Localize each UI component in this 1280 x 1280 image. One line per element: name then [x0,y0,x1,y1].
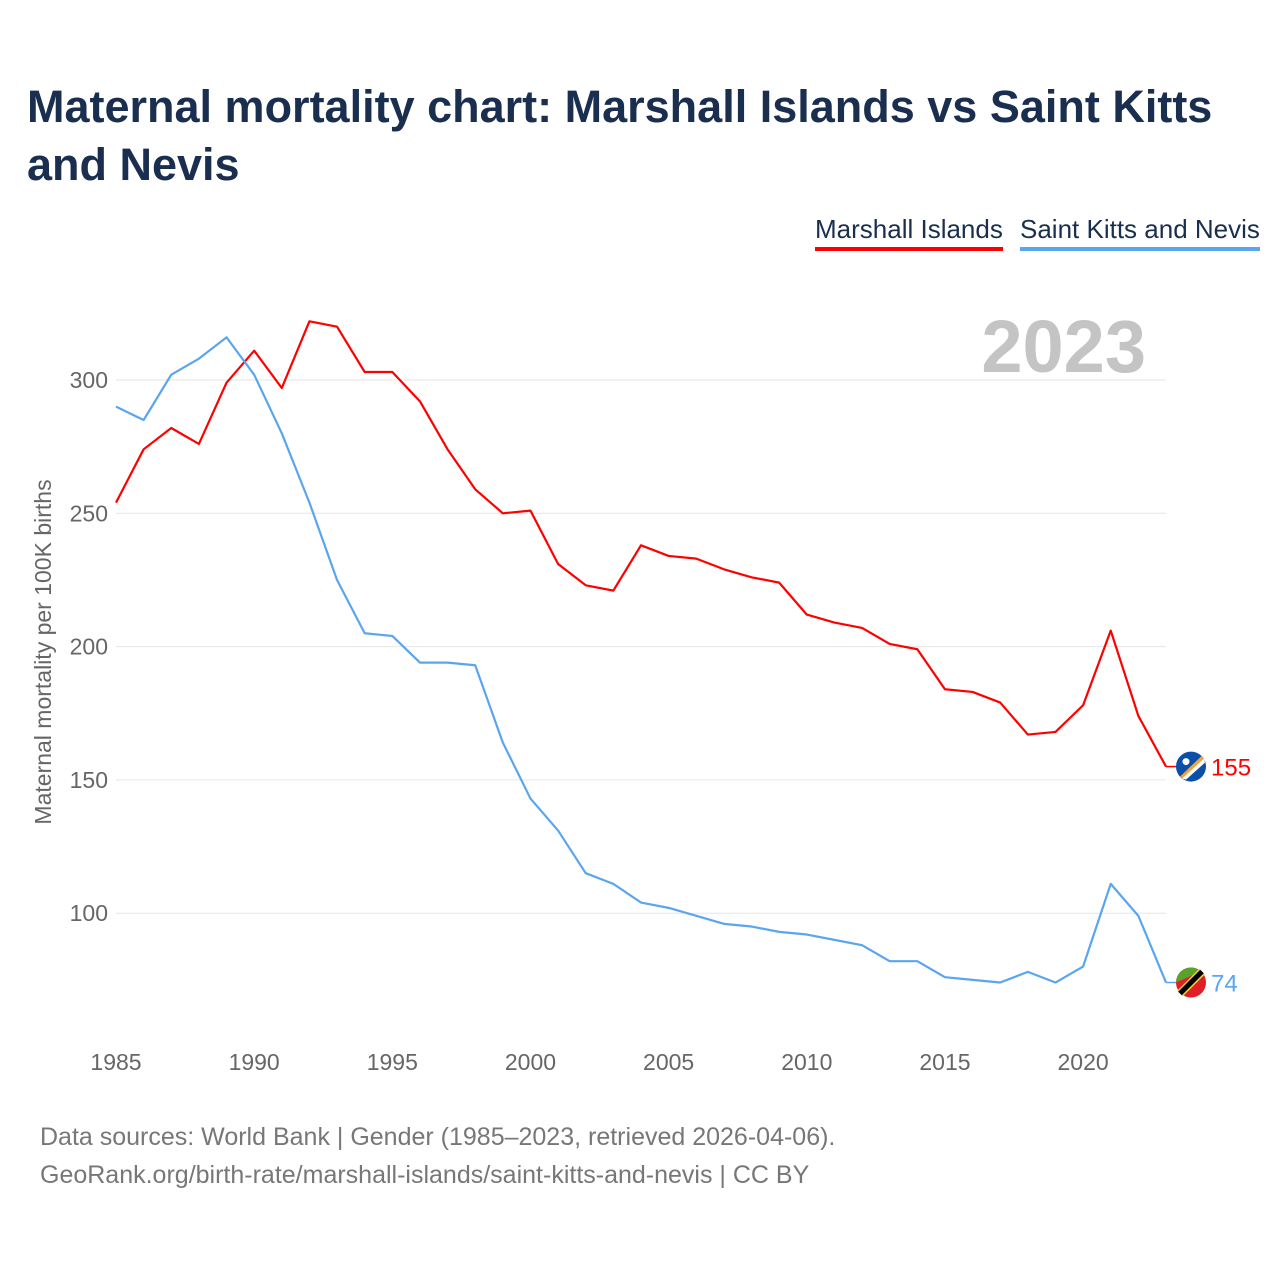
y-tick-label: 300 [70,367,108,393]
y-tick-label: 100 [70,900,108,926]
flag-star [1182,758,1190,766]
x-tick-label: 2015 [919,1049,970,1075]
attribution-text: GeoRank.org/birth-rate/marshall-islands/… [40,1161,810,1189]
end-value-label: 155 [1211,755,1251,782]
flag-band [1178,969,1204,996]
x-tick-label: 1985 [90,1049,141,1075]
y-tick-label: 250 [70,500,108,526]
flag-stripe [1180,755,1204,779]
y-tick-label: 200 [70,634,108,660]
x-tick-label: 2010 [781,1049,832,1075]
flag-stripe [1182,758,1205,780]
legend-marshall-islands[interactable]: Marshall Islands [815,214,1003,251]
legend-saint-kitts-and-nevis[interactable]: Saint Kitts and Nevis [1020,214,1260,251]
footer: Data sources: World Bank | Gender (1985–… [40,1118,835,1194]
data-source-text: Data sources: World Bank | Gender (1985–… [40,1123,836,1151]
series-line-marshall-islands [115,320,1167,768]
series-line-saint-kitts-and-nevis [115,336,1168,984]
x-tick-label: 1990 [229,1049,280,1075]
y-axis-label: Maternal mortality per 100K births [30,479,56,824]
end-value-label: 74 [1211,971,1238,998]
y-tick-label: 150 [70,767,108,793]
x-tick-label: 1995 [367,1049,418,1075]
x-tick-label: 2005 [643,1049,694,1075]
chart-title: Maternal mortality chart: Marshall Islan… [27,81,1213,190]
x-tick-label: 2020 [1058,1049,1109,1075]
flag-green [1176,967,1201,983]
x-tick-label: 2000 [505,1049,556,1075]
year-label: 2023 [981,305,1146,388]
